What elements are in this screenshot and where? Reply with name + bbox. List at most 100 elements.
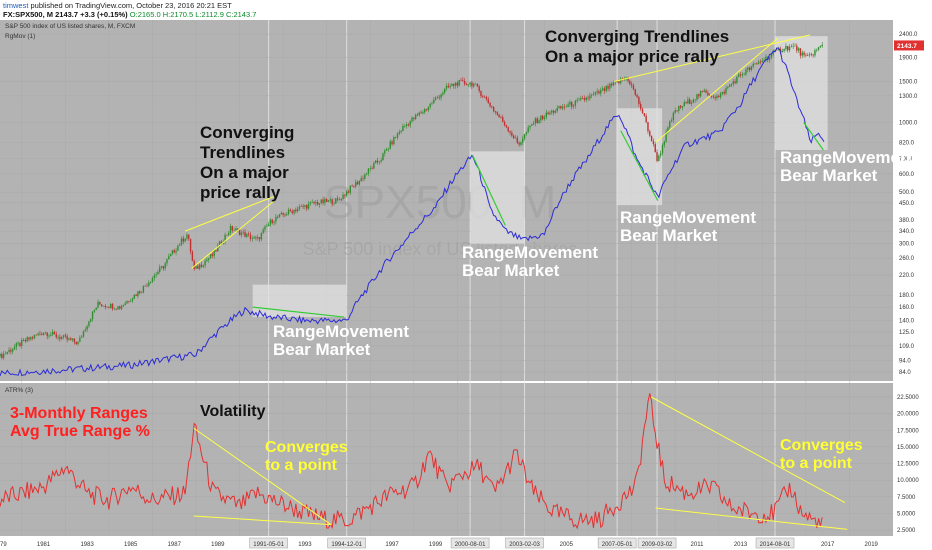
price-candle bbox=[473, 84, 475, 87]
price-candle bbox=[369, 168, 371, 169]
price-scale-label: 300.0 bbox=[899, 242, 915, 248]
price-candle bbox=[298, 206, 301, 209]
price-candle bbox=[498, 114, 500, 118]
price-candle bbox=[218, 241, 221, 246]
price-scale-label: 820.0 bbox=[899, 140, 915, 146]
price-candle bbox=[518, 142, 520, 145]
price-candle bbox=[465, 84, 468, 86]
price-candle bbox=[659, 153, 662, 156]
price-candle bbox=[618, 81, 620, 83]
price-candle bbox=[300, 205, 302, 207]
price-candle bbox=[692, 99, 695, 103]
price-candle bbox=[189, 238, 192, 252]
price-candle bbox=[768, 56, 771, 60]
price-candle bbox=[476, 83, 479, 87]
price-candle bbox=[656, 152, 658, 161]
price-candle bbox=[502, 117, 504, 122]
time-axis-label: 1991-05-01 bbox=[253, 542, 284, 548]
price-candle bbox=[215, 250, 217, 252]
price-scale-label: 700.0 bbox=[899, 156, 915, 162]
price-candle bbox=[95, 307, 97, 310]
price-candle bbox=[690, 102, 693, 104]
price-candle bbox=[111, 303, 114, 310]
price-candle bbox=[39, 333, 41, 335]
price-candle bbox=[129, 300, 132, 302]
price-candle bbox=[59, 336, 61, 339]
price-candle bbox=[616, 81, 618, 83]
price-candle bbox=[483, 96, 486, 98]
price-candle bbox=[22, 339, 25, 341]
price-candle bbox=[727, 86, 729, 89]
price-candle bbox=[119, 306, 121, 309]
price-scale-label: 1300.0 bbox=[899, 94, 918, 100]
price-candle bbox=[284, 214, 286, 216]
price-candle bbox=[171, 250, 174, 254]
price-candle bbox=[371, 168, 373, 169]
price-candle bbox=[15, 343, 18, 348]
price-candle bbox=[696, 94, 698, 100]
price-candle bbox=[162, 266, 165, 269]
price-candle bbox=[140, 292, 143, 294]
price-candle bbox=[149, 281, 152, 283]
price-scale-label: 140.0 bbox=[899, 319, 915, 325]
price-candle bbox=[31, 337, 34, 339]
price-candle bbox=[645, 115, 647, 123]
price-candle bbox=[313, 202, 315, 204]
price-candle bbox=[803, 52, 805, 56]
price-candle bbox=[104, 305, 106, 308]
annotation-range-3: RangeMovement bbox=[620, 208, 756, 227]
annotation-converging-2: On a major price rally bbox=[545, 47, 719, 66]
trendline-lower bbox=[191, 200, 275, 269]
price-candle bbox=[440, 94, 442, 98]
price-candle bbox=[698, 94, 700, 97]
price-candle bbox=[295, 209, 297, 212]
price-candle bbox=[1, 354, 3, 359]
price-candle bbox=[687, 99, 689, 104]
annotation-converging-1: Trendlines bbox=[200, 143, 285, 162]
price-candle bbox=[757, 61, 760, 64]
price-candle bbox=[561, 106, 564, 109]
price-candle bbox=[425, 109, 428, 111]
publisher-user[interactable]: timwest bbox=[3, 1, 29, 10]
price-candle bbox=[253, 237, 255, 239]
symbol-name[interactable]: FX:SPX500, M bbox=[3, 10, 54, 19]
price-candle bbox=[122, 305, 125, 307]
price-candle bbox=[286, 214, 288, 216]
range-segment bbox=[472, 155, 506, 226]
price-candle bbox=[701, 91, 704, 92]
price-candle bbox=[148, 282, 150, 286]
price-scale-label: 500.0 bbox=[899, 190, 915, 196]
price-candle bbox=[583, 98, 586, 100]
price-candle bbox=[62, 335, 65, 338]
rgmov-legend: RgMov (1) bbox=[5, 33, 35, 40]
price-candle bbox=[565, 106, 567, 108]
price-candle bbox=[30, 337, 32, 340]
price-candle bbox=[658, 155, 660, 161]
price-candle bbox=[275, 216, 277, 222]
bear-market-box bbox=[775, 36, 828, 151]
time-axis-label: 1994-12-01 bbox=[331, 542, 362, 548]
price-candle bbox=[289, 209, 292, 212]
vol-trendline-lower bbox=[655, 507, 848, 530]
price-candle bbox=[198, 264, 201, 269]
chart-canvas[interactable]: 1979 1981 1983 1985 1987 1989 1991-05-01 1993 19… bbox=[0, 20, 932, 550]
price-candle bbox=[739, 74, 742, 76]
time-axis-label: 2007-05-01 bbox=[602, 542, 633, 548]
price-candle bbox=[91, 311, 94, 320]
price-candle bbox=[262, 229, 264, 233]
price-candle bbox=[355, 182, 357, 187]
price-candle bbox=[710, 95, 713, 97]
price-candle bbox=[307, 203, 310, 209]
price-candle bbox=[364, 174, 366, 179]
price-candle bbox=[649, 131, 651, 136]
time-axis-label: 2011 bbox=[691, 542, 705, 548]
price-candle bbox=[342, 194, 344, 200]
price-candles bbox=[0, 42, 823, 360]
price-candle bbox=[353, 186, 355, 187]
price-candle bbox=[634, 89, 636, 95]
price-candle bbox=[110, 303, 112, 309]
price-candle bbox=[362, 178, 364, 179]
price-candle bbox=[318, 203, 321, 205]
range-segment bbox=[803, 121, 824, 151]
price-candle bbox=[707, 92, 709, 96]
